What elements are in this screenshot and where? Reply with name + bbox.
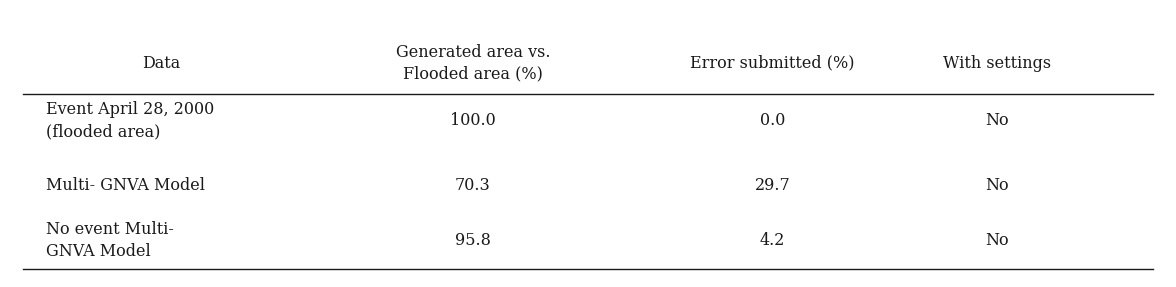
Text: 100.0: 100.0 — [450, 112, 495, 129]
Text: 29.7: 29.7 — [755, 177, 790, 194]
Text: Error submitted (%): Error submitted (%) — [690, 55, 855, 72]
Text: 70.3: 70.3 — [455, 177, 490, 194]
Text: 0.0: 0.0 — [760, 112, 786, 129]
Text: Data: Data — [142, 55, 181, 72]
Text: No: No — [985, 232, 1009, 249]
Text: 95.8: 95.8 — [455, 232, 490, 249]
Text: Generated area vs.
Flooded area (%): Generated area vs. Flooded area (%) — [395, 44, 550, 83]
Text: With settings: With settings — [943, 55, 1051, 72]
Text: No event Multi-
GNVA Model: No event Multi- GNVA Model — [46, 221, 174, 260]
Text: Event April 28, 2000
(flooded area): Event April 28, 2000 (flooded area) — [46, 101, 214, 140]
Text: No: No — [985, 112, 1009, 129]
Text: 4.2: 4.2 — [760, 232, 786, 249]
Text: No: No — [985, 177, 1009, 194]
Text: Multi- GNVA Model: Multi- GNVA Model — [46, 177, 206, 194]
